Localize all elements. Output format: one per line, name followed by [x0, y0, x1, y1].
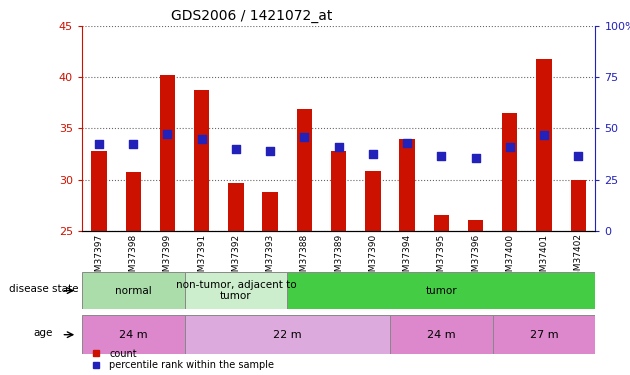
Point	[129, 141, 139, 147]
Text: age: age	[33, 328, 53, 338]
Bar	[365, 171, 381, 231]
Bar	[91, 151, 106, 231]
Text: disease state: disease state	[9, 284, 78, 294]
Text: 24 m: 24 m	[427, 330, 455, 340]
Bar	[331, 151, 346, 231]
Bar	[297, 109, 312, 231]
Point	[539, 132, 549, 138]
Legend: count, percentile rank within the sample: count, percentile rank within the sample	[87, 349, 274, 370]
Point	[573, 153, 583, 159]
Point	[334, 144, 344, 150]
Bar	[194, 90, 209, 231]
Bar	[433, 215, 449, 231]
Point	[437, 153, 447, 159]
Text: GDS2006 / 1421072_at: GDS2006 / 1421072_at	[171, 9, 333, 23]
Bar	[263, 192, 278, 231]
Bar	[390, 315, 493, 354]
Point	[299, 134, 309, 140]
Bar	[160, 75, 175, 231]
Point	[471, 155, 481, 161]
Bar	[82, 272, 185, 309]
Bar	[571, 180, 586, 231]
Text: 27 m: 27 m	[530, 330, 558, 340]
Point	[94, 141, 104, 147]
Point	[368, 151, 378, 157]
Point	[197, 136, 207, 142]
Bar	[185, 315, 390, 354]
Text: 22 m: 22 m	[273, 330, 302, 340]
Point	[402, 140, 412, 146]
Bar	[185, 272, 287, 309]
Bar	[125, 172, 141, 231]
Text: tumor: tumor	[425, 286, 457, 296]
Point	[505, 144, 515, 150]
Bar	[502, 113, 517, 231]
Bar	[228, 183, 244, 231]
Bar	[399, 139, 415, 231]
Point	[265, 148, 275, 154]
Bar	[493, 315, 595, 354]
Point	[231, 146, 241, 152]
Bar	[82, 315, 185, 354]
Bar	[468, 220, 483, 231]
Bar	[287, 272, 595, 309]
Text: 24 m: 24 m	[119, 330, 147, 340]
Text: normal: normal	[115, 286, 152, 296]
Text: non-tumor, adjacent to
tumor: non-tumor, adjacent to tumor	[176, 280, 296, 302]
Bar	[536, 59, 552, 231]
Point	[163, 130, 173, 136]
